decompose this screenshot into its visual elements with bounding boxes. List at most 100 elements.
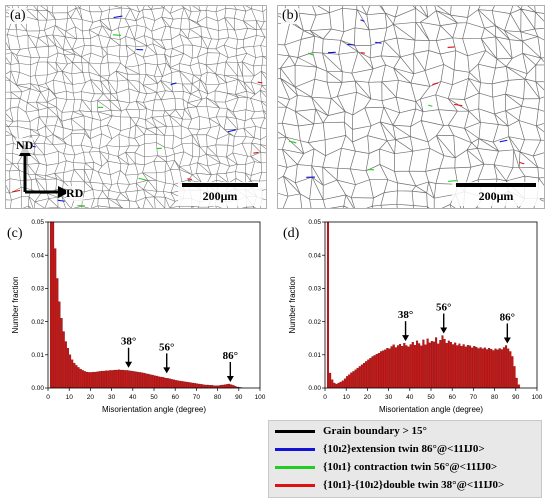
histogram-bar (418, 343, 421, 389)
histogram-bar (430, 341, 433, 389)
histogram-bar (198, 383, 201, 389)
histogram-bar (488, 348, 491, 389)
panel-c-label: (c) (7, 226, 23, 241)
legend-text: {10ı2}extension twin 86°@<11Ĳ0> (323, 443, 485, 455)
histogram-bar (60, 318, 63, 389)
annotation-arrowhead (125, 361, 133, 368)
annotation-arrowhead (226, 376, 234, 383)
annotation-arrowhead (402, 335, 410, 342)
histogram-bar (377, 352, 380, 389)
annotation-label: 38° (121, 336, 136, 348)
histogram-bar (196, 383, 199, 389)
legend-text: {10ı1} contraction twin 56°@<11Ĳ0> (323, 461, 498, 473)
twin-boundary-segment (288, 140, 297, 144)
histogram-bar (375, 353, 378, 389)
histogram-bar (352, 371, 355, 389)
histogram-bar (160, 376, 163, 389)
twin-boundary-segment (360, 19, 365, 22)
histogram-bar (202, 384, 205, 389)
histogram-bar (62, 331, 65, 389)
histogram-bar (384, 349, 387, 389)
histogram-bar (86, 371, 89, 389)
histogram-bar (194, 383, 197, 389)
x-tick-label: 30 (385, 394, 393, 401)
histogram-bar (187, 382, 190, 389)
grain-boundary-map-b (278, 6, 544, 208)
histogram-bar (73, 362, 76, 389)
x-tick-label: 20 (87, 394, 95, 401)
twin-boundary-segment (375, 41, 382, 44)
y-tick-label: 0.04 (308, 252, 321, 259)
histogram-bar (172, 379, 175, 389)
histogram-bar (153, 375, 156, 389)
histogram-bar (88, 372, 91, 389)
x-tick-label: 10 (66, 394, 74, 401)
legend-item-double-twin: {10ı1}-{10ı2}double twin 38°@<11Ĳ0> (275, 477, 504, 493)
scale-bar-text: 200μm (202, 189, 238, 203)
histogram-bar (396, 345, 399, 389)
histogram-bar (94, 371, 97, 389)
histogram-bar (204, 384, 207, 389)
histogram-bar (515, 377, 518, 389)
legend-swatch (275, 447, 315, 451)
histogram-bar (132, 371, 135, 389)
histogram-bar (170, 379, 173, 389)
histogram-bar (437, 343, 440, 389)
twin-boundary-segment (432, 82, 439, 86)
axis-nd-label: ND (16, 138, 34, 153)
histogram-bar (356, 367, 359, 389)
legend-swatch (275, 429, 315, 433)
histogram-bar (471, 347, 474, 389)
histogram-bar (113, 369, 116, 389)
histogram-bar (71, 359, 74, 389)
y-tick-label: 0.00 (308, 385, 321, 392)
y-axis-label: Number fraction (11, 277, 20, 334)
histogram-bar (128, 370, 131, 389)
histogram-bar (379, 351, 383, 389)
histogram-bar (79, 368, 82, 389)
y-tick-label: 0.00 (31, 385, 44, 392)
histogram-bar (458, 343, 461, 389)
panel-b-label: (b) (281, 8, 300, 24)
y-tick-label: 0.01 (308, 352, 321, 359)
histogram-bar (477, 348, 480, 389)
histogram-bar (469, 345, 472, 389)
histogram-bar (432, 341, 436, 389)
histogram-bar (92, 371, 95, 389)
panel-a-label: (a) (9, 8, 27, 24)
histogram-bar (435, 337, 438, 389)
legend-swatch (275, 483, 315, 487)
histogram-bar (509, 351, 512, 389)
annotation-label: 56° (159, 341, 174, 353)
legend-text: Grain boundary > 15° (323, 425, 427, 437)
histogram-bar (111, 370, 114, 389)
histogram-bar (333, 382, 336, 389)
histogram-bar (473, 346, 476, 389)
legend-swatch (275, 465, 315, 469)
histogram-bar (77, 367, 80, 389)
histogram-bar (64, 341, 67, 389)
x-tick-label: 80 (491, 394, 499, 401)
y-axis-label: Number fraction (288, 277, 297, 334)
histogram-bar (464, 346, 467, 389)
histogram-bar (200, 384, 203, 389)
twin-boundary-segment (253, 151, 259, 154)
histogram-bar (185, 381, 188, 389)
annotation-label: 86° (500, 312, 515, 324)
histogram-bar (102, 370, 106, 389)
x-tick-label: 30 (108, 394, 116, 401)
x-tick-label: 60 (172, 394, 180, 401)
y-tick-label: 0.05 (31, 219, 44, 226)
scale-bar-a: 200μm (178, 182, 262, 206)
histogram-bar (223, 384, 226, 389)
y-tick-label: 0.03 (31, 286, 44, 293)
x-tick-label: 60 (449, 394, 457, 401)
histogram-bar (339, 381, 342, 389)
histogram-bar (134, 371, 137, 389)
x-tick-label: 0 (323, 394, 327, 401)
histogram-bar (505, 345, 508, 389)
histogram-bar (426, 338, 429, 389)
histogram-bar (369, 357, 372, 389)
twin-boundary-segment (187, 178, 192, 180)
twin-boundary-segment (307, 52, 314, 56)
